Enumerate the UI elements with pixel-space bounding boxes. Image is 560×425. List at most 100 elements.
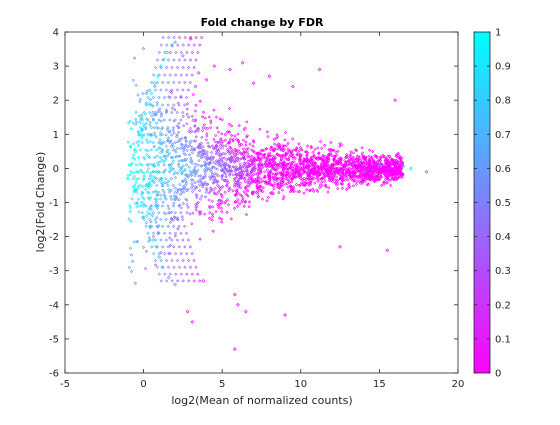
density-point — [203, 170, 207, 174]
density-point — [144, 187, 148, 192]
density-point — [277, 190, 281, 195]
density-point — [270, 191, 274, 196]
density-point — [350, 161, 354, 165]
density-point — [172, 103, 176, 107]
density-point — [157, 140, 161, 145]
density-point — [349, 174, 353, 178]
colorbar-tick-label: 0.4 — [495, 232, 511, 243]
density-point — [198, 183, 202, 187]
density-point — [291, 189, 295, 193]
density-point — [291, 137, 295, 141]
density-point — [147, 155, 152, 160]
density-point — [175, 110, 179, 115]
density-point — [166, 125, 170, 130]
density-point — [168, 140, 172, 145]
density-point — [153, 177, 157, 181]
density-point — [179, 95, 183, 100]
density-point — [210, 144, 215, 148]
density-point — [217, 190, 221, 194]
density-point — [242, 169, 246, 173]
density-point — [168, 166, 172, 170]
density-point — [154, 121, 159, 125]
density-point — [245, 152, 250, 156]
density-point — [291, 155, 295, 159]
density-point — [349, 150, 353, 154]
density-point — [145, 138, 149, 142]
density-point — [188, 58, 193, 62]
density-point — [153, 65, 158, 70]
density-point — [188, 245, 192, 249]
density-point — [187, 153, 192, 157]
density-point — [162, 95, 167, 100]
density-point — [168, 190, 172, 194]
density-point — [377, 158, 381, 162]
density-point — [146, 132, 150, 136]
density-point — [193, 130, 197, 134]
density-point — [194, 162, 198, 166]
density-point — [355, 154, 359, 158]
density-point — [325, 170, 330, 174]
density-point — [299, 153, 303, 157]
density-point — [224, 175, 228, 179]
density-point — [150, 114, 154, 118]
colorbar-tick-label: 0.3 — [495, 266, 511, 277]
density-point — [159, 217, 163, 222]
density-point — [128, 209, 133, 214]
density-point — [220, 132, 224, 136]
density-point — [346, 170, 350, 175]
density-point — [159, 119, 163, 123]
density-point — [315, 188, 319, 192]
density-point — [298, 183, 302, 187]
data-point — [135, 186, 140, 191]
density-point — [133, 189, 137, 193]
density-point — [175, 217, 179, 222]
density-point — [360, 153, 364, 157]
density-point — [191, 92, 195, 97]
data-point — [385, 248, 390, 253]
density-point — [317, 171, 321, 175]
density-point — [209, 155, 214, 159]
density-point — [140, 113, 144, 117]
density-point — [342, 163, 346, 167]
density-point — [326, 190, 330, 194]
density-point — [190, 73, 194, 77]
density-point — [220, 177, 224, 181]
density-point — [201, 182, 206, 187]
density-point — [293, 156, 297, 160]
density-point — [272, 157, 277, 161]
density-point — [330, 179, 335, 184]
density-point — [400, 175, 404, 179]
density-point — [341, 171, 345, 176]
density-point — [183, 158, 187, 163]
density-point — [348, 154, 352, 158]
density-point — [167, 187, 171, 192]
density-point — [176, 171, 180, 176]
data-point — [361, 169, 366, 174]
density-point — [258, 167, 263, 171]
density-point — [131, 171, 136, 175]
density-point — [248, 158, 253, 163]
density-point — [142, 203, 146, 207]
density-point — [229, 133, 234, 137]
data-point — [204, 190, 209, 195]
density-point — [371, 171, 376, 176]
density-point — [344, 175, 349, 179]
x-tick-label: 10 — [294, 379, 307, 390]
density-point — [370, 166, 374, 170]
density-point — [168, 118, 172, 122]
density-point — [162, 118, 166, 122]
density-point — [324, 183, 328, 187]
density-point — [289, 184, 293, 188]
density-point — [237, 144, 242, 148]
density-point — [308, 188, 312, 192]
density-point — [274, 136, 279, 140]
density-point — [148, 212, 152, 216]
density-point — [305, 153, 309, 157]
density-point — [207, 115, 211, 119]
density-point — [148, 97, 153, 102]
density-point — [285, 181, 290, 186]
density-point — [198, 212, 202, 216]
density-point — [260, 162, 264, 166]
density-point — [153, 197, 157, 201]
density-point — [171, 148, 175, 152]
